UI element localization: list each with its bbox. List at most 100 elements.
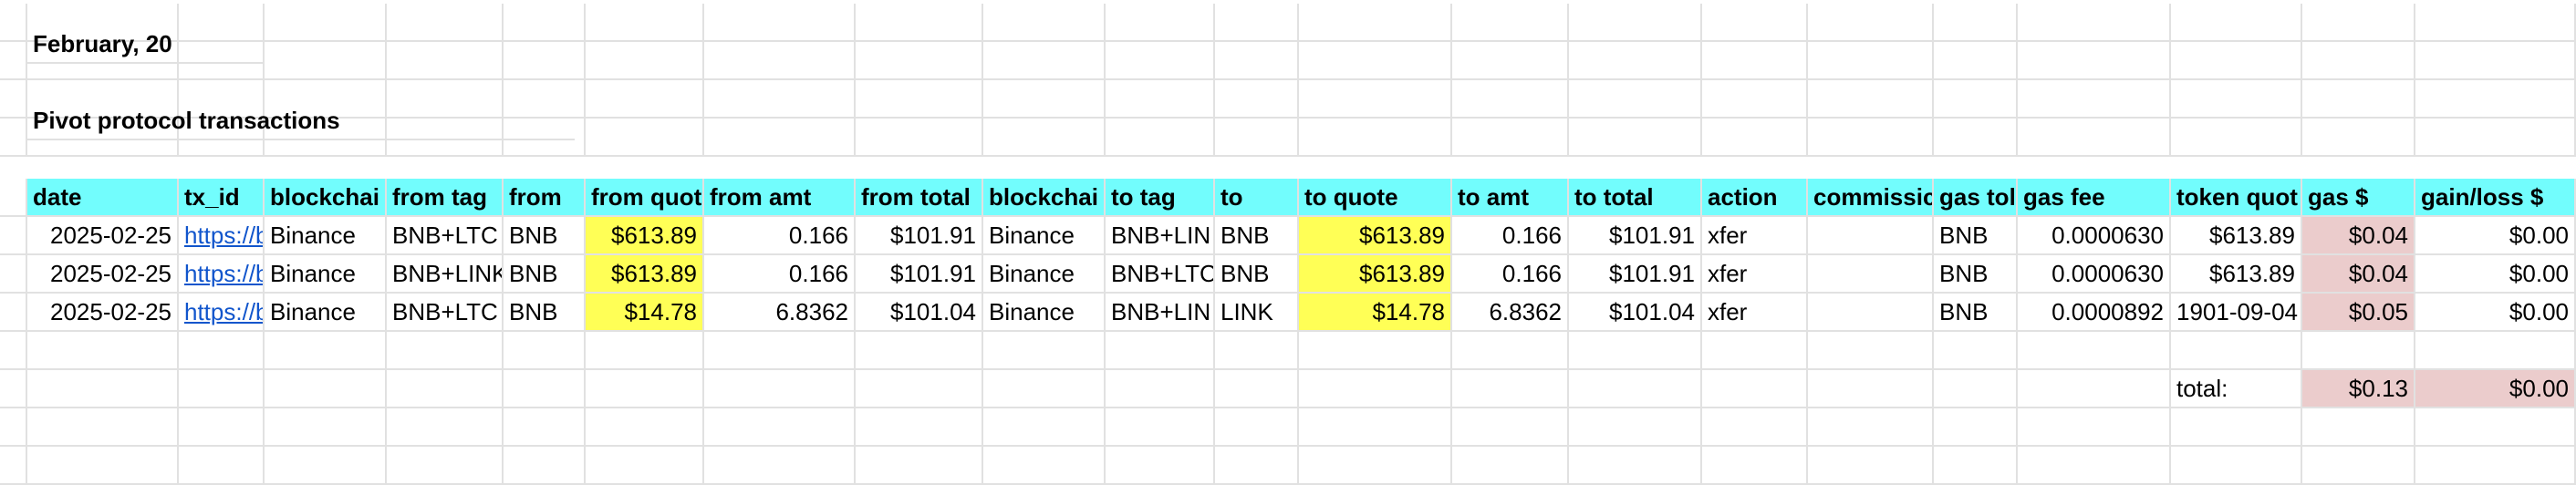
table-cell[interactable]: BNB+LIN: [1106, 217, 1215, 255]
empty-cell[interactable]: [586, 119, 704, 157]
empty-cell[interactable]: [1702, 119, 1808, 157]
table-cell[interactable]: $613.89: [2171, 255, 2302, 294]
table-cell[interactable]: 1901-09-04: [2171, 294, 2302, 332]
table-cell[interactable]: [1808, 255, 1934, 294]
empty-cell[interactable]: [27, 4, 179, 42]
empty-cell[interactable]: [179, 80, 265, 119]
column-header[interactable]: gas tol: [1934, 179, 2018, 217]
empty-cell[interactable]: [2018, 80, 2171, 119]
empty-cell[interactable]: [387, 332, 504, 370]
empty-cell[interactable]: [2415, 119, 2576, 157]
empty-cell[interactable]: [1299, 370, 1452, 408]
empty-cell[interactable]: [2415, 80, 2576, 119]
table-cell[interactable]: BNB+LTC: [1106, 255, 1215, 294]
empty-cell[interactable]: [2302, 408, 2415, 447]
tx-link[interactable]: https://b: [179, 217, 265, 255]
empty-cell[interactable]: [179, 332, 265, 370]
empty-cell[interactable]: [586, 80, 704, 119]
empty-cell[interactable]: [387, 4, 504, 42]
empty-cell[interactable]: [504, 447, 586, 485]
empty-cell[interactable]: [2171, 447, 2302, 485]
empty-cell[interactable]: [27, 119, 179, 157]
table-cell[interactable]: BNB: [1934, 294, 2018, 332]
empty-cell[interactable]: [586, 332, 704, 370]
table-cell[interactable]: $101.91: [1569, 255, 1702, 294]
empty-cell[interactable]: [265, 332, 387, 370]
table-cell[interactable]: $101.04: [856, 294, 983, 332]
empty-cell[interactable]: [2302, 42, 2415, 80]
table-cell[interactable]: $0.05: [2302, 294, 2415, 332]
column-header[interactable]: to quote: [1299, 179, 1452, 217]
empty-cell[interactable]: [2018, 42, 2171, 80]
empty-cell[interactable]: [387, 42, 504, 80]
empty-cell[interactable]: [1934, 80, 2018, 119]
empty-cell[interactable]: [1934, 119, 2018, 157]
table-cell[interactable]: BNB: [1215, 217, 1299, 255]
table-cell[interactable]: BNB: [504, 255, 586, 294]
column-header[interactable]: to total: [1569, 179, 1702, 217]
empty-cell[interactable]: [1934, 42, 2018, 80]
empty-cell[interactable]: [856, 42, 983, 80]
empty-cell[interactable]: [1215, 447, 1299, 485]
empty-cell[interactable]: [265, 408, 387, 447]
empty-cell[interactable]: [2171, 80, 2302, 119]
empty-cell[interactable]: [504, 42, 586, 80]
empty-cell[interactable]: [1702, 80, 1808, 119]
empty-cell[interactable]: [1215, 4, 1299, 42]
empty-cell[interactable]: [983, 408, 1106, 447]
empty-cell[interactable]: [179, 447, 265, 485]
empty-cell[interactable]: [1702, 42, 1808, 80]
table-cell[interactable]: 2025-02-25: [27, 255, 179, 294]
empty-cell[interactable]: [1702, 4, 1808, 42]
table-cell[interactable]: [1808, 294, 1934, 332]
table-cell[interactable]: 0.166: [1452, 217, 1569, 255]
empty-cell[interactable]: [1569, 332, 1702, 370]
empty-cell[interactable]: [1215, 332, 1299, 370]
empty-cell[interactable]: [856, 447, 983, 485]
table-cell[interactable]: 0.166: [704, 255, 856, 294]
empty-cell[interactable]: [265, 119, 387, 157]
empty-cell[interactable]: [704, 408, 856, 447]
table-cell[interactable]: $613.89: [1299, 217, 1452, 255]
table-cell[interactable]: BNB+LTC: [387, 217, 504, 255]
column-header[interactable]: token quot: [2171, 179, 2302, 217]
empty-cell[interactable]: [983, 332, 1106, 370]
table-cell[interactable]: $101.91: [856, 217, 983, 255]
empty-cell[interactable]: [1452, 80, 1569, 119]
empty-cell[interactable]: [1299, 80, 1452, 119]
empty-cell[interactable]: [983, 42, 1106, 80]
empty-cell[interactable]: [1569, 447, 1702, 485]
empty-cell[interactable]: [2302, 332, 2415, 370]
empty-cell[interactable]: [704, 447, 856, 485]
empty-cell[interactable]: [1934, 447, 2018, 485]
empty-cell[interactable]: [265, 370, 387, 408]
table-cell[interactable]: $613.89: [1299, 255, 1452, 294]
empty-cell[interactable]: [1299, 42, 1452, 80]
table-cell[interactable]: Binance: [983, 217, 1106, 255]
empty-cell[interactable]: [586, 370, 704, 408]
empty-cell[interactable]: [2302, 447, 2415, 485]
table-cell[interactable]: xfer: [1702, 255, 1808, 294]
empty-cell[interactable]: [1934, 4, 2018, 42]
empty-cell[interactable]: [265, 80, 387, 119]
empty-cell[interactable]: [2302, 4, 2415, 42]
table-cell[interactable]: BNB+LINK: [387, 255, 504, 294]
column-header[interactable]: date: [27, 179, 179, 217]
table-cell[interactable]: $613.89: [586, 255, 704, 294]
empty-cell[interactable]: [2018, 119, 2171, 157]
empty-cell[interactable]: [1569, 80, 1702, 119]
empty-cell[interactable]: [27, 408, 179, 447]
empty-cell[interactable]: [27, 332, 179, 370]
empty-cell[interactable]: [387, 447, 504, 485]
table-cell[interactable]: 0.0000630: [2018, 255, 2171, 294]
empty-cell[interactable]: [265, 4, 387, 42]
empty-cell[interactable]: [27, 447, 179, 485]
empty-cell[interactable]: [856, 408, 983, 447]
empty-cell[interactable]: [1808, 447, 1934, 485]
table-cell[interactable]: [1808, 217, 1934, 255]
table-cell[interactable]: BNB: [1934, 255, 2018, 294]
empty-cell[interactable]: [1808, 42, 1934, 80]
table-cell[interactable]: $0.00: [2415, 217, 2576, 255]
empty-cell[interactable]: [1299, 408, 1452, 447]
table-cell[interactable]: BNB: [504, 294, 586, 332]
